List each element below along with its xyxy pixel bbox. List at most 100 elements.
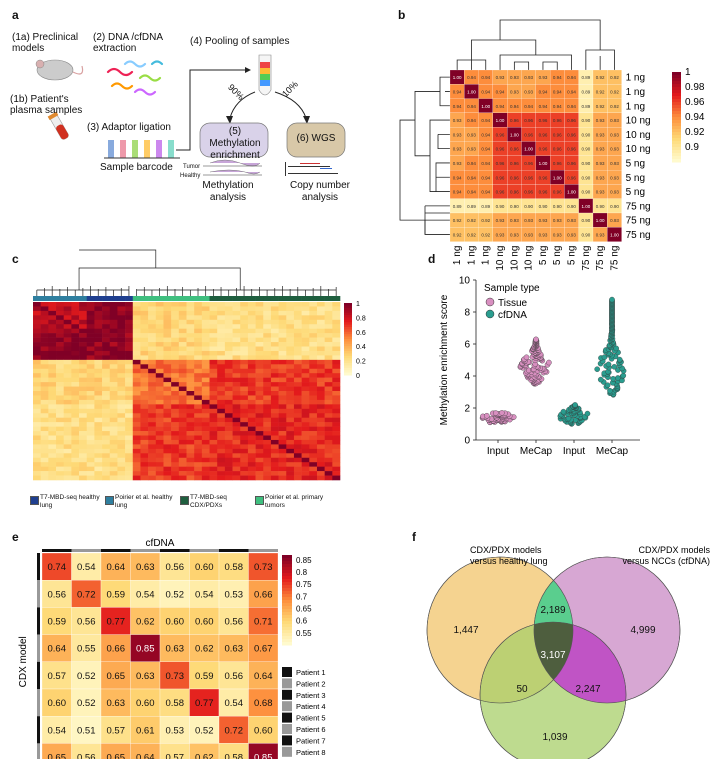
heatmap-cell <box>240 471 249 476</box>
heatmap-cell <box>140 466 149 472</box>
heatmap-cell <box>286 391 295 396</box>
colorbar-tick: 0.96 <box>685 97 705 108</box>
heatmap-cell <box>109 342 118 347</box>
heatmap-cell <box>247 466 256 472</box>
heatmap-cell <box>71 324 80 329</box>
heatmap-cell <box>255 333 264 338</box>
heatmap-cell <box>56 395 64 401</box>
heatmap-cell <box>71 404 80 410</box>
cell-value: 0.93 <box>467 147 476 152</box>
heatmap-cell <box>125 435 134 441</box>
heatmap-cell <box>278 382 287 387</box>
heatmap-cell <box>171 408 180 414</box>
heatmap-cell <box>209 377 218 383</box>
cell-value: 0.94 <box>481 175 490 180</box>
cell-value: 0.59 <box>107 589 126 600</box>
heatmap-cell <box>224 475 233 481</box>
heatmap-cell <box>247 306 256 312</box>
heatmap-cell <box>79 364 88 370</box>
legend-label: Tissue <box>498 298 528 309</box>
heatmap-cell <box>201 448 210 454</box>
heatmap-cell <box>224 342 233 347</box>
colorbar-tick: 0.85 <box>296 556 312 565</box>
heatmap-cell <box>63 328 72 334</box>
heatmap-cell <box>140 350 149 356</box>
heatmap-cell <box>109 368 118 374</box>
heatmap-cell <box>155 302 164 307</box>
cell-value: 0.64 <box>107 562 126 573</box>
heatmap-cell <box>132 404 141 410</box>
heatmap-cell <box>278 399 287 405</box>
heatmap-cell <box>63 333 72 338</box>
heatmap-cell <box>286 422 295 427</box>
heatmap-cell <box>140 417 149 423</box>
row-strip <box>37 634 40 662</box>
heatmap-cell <box>79 457 88 463</box>
heatmap-cell <box>71 408 80 414</box>
heatmap-cell <box>217 333 226 338</box>
cell-value: 0.93 <box>610 218 619 223</box>
heatmap-cell <box>270 324 279 329</box>
heatmap-cell <box>278 435 287 441</box>
group-strip-cell <box>125 296 134 301</box>
heatmap-cell <box>248 552 279 581</box>
cell-value: 0.94 <box>567 75 576 80</box>
heatmap-cell <box>316 422 325 427</box>
colorbar-segment <box>282 627 292 631</box>
heatmap-cell <box>301 426 310 432</box>
heatmap-cell <box>40 444 49 450</box>
heatmap-cell <box>201 337 210 343</box>
heatmap-cell <box>33 310 41 316</box>
heatmap-cell <box>163 448 172 454</box>
x-tick-label: Input <box>563 446 585 457</box>
heatmap-cell <box>163 337 172 343</box>
heatmap-cell <box>240 475 249 481</box>
cell-value: 0.71 <box>254 617 273 628</box>
colorbar-segment <box>282 597 292 601</box>
heatmap-cell <box>40 350 49 356</box>
heatmap-cell <box>63 431 72 436</box>
heatmap-cell <box>56 373 64 378</box>
venn-outline <box>533 556 681 704</box>
heatmap-cell <box>217 462 226 467</box>
heatmap-cell <box>286 315 295 321</box>
heatmap-cell <box>140 422 149 427</box>
heatmap-cell <box>286 364 295 370</box>
heatmap-cell <box>86 462 95 467</box>
heatmap-cell <box>71 552 102 581</box>
heatmap-cell <box>117 399 126 405</box>
heatmap-cell <box>217 368 226 374</box>
heatmap-cell <box>186 466 195 472</box>
heatmap-cell <box>217 319 226 325</box>
cell-value: 1.00 <box>581 204 590 209</box>
cell-value: 0.94 <box>467 175 476 180</box>
heatmap-cell <box>255 417 264 423</box>
heatmap-cell <box>86 395 95 401</box>
heatmap-cell <box>155 444 164 450</box>
heatmap-cell <box>263 413 272 418</box>
heatmap-cell <box>178 364 187 370</box>
cell-value: 0.65 <box>48 753 67 759</box>
heatmap-cell <box>178 377 187 383</box>
heatmap-cell <box>324 382 333 387</box>
heatmap-cell <box>155 426 164 432</box>
heatmap-cell <box>286 408 295 414</box>
heatmap-cell <box>79 453 88 459</box>
heatmap-cell <box>86 359 95 365</box>
heatmap-cell <box>316 462 325 467</box>
heatmap-cell <box>194 337 203 343</box>
heatmap-cell <box>155 337 164 343</box>
heatmap-cell <box>293 422 302 427</box>
heatmap-cell <box>293 408 302 414</box>
heatmap-cell <box>148 462 157 467</box>
heatmap-cell <box>40 439 49 445</box>
data-point <box>492 410 499 416</box>
heatmap-cell <box>125 368 134 374</box>
heatmap-cell <box>178 404 187 410</box>
heatmap-cell <box>209 408 218 414</box>
heatmap-cell <box>56 439 64 445</box>
heatmap-cell <box>117 426 126 432</box>
heatmap-cell <box>270 342 279 347</box>
heatmap-cell <box>232 373 241 378</box>
heatmap-cell <box>100 607 131 635</box>
